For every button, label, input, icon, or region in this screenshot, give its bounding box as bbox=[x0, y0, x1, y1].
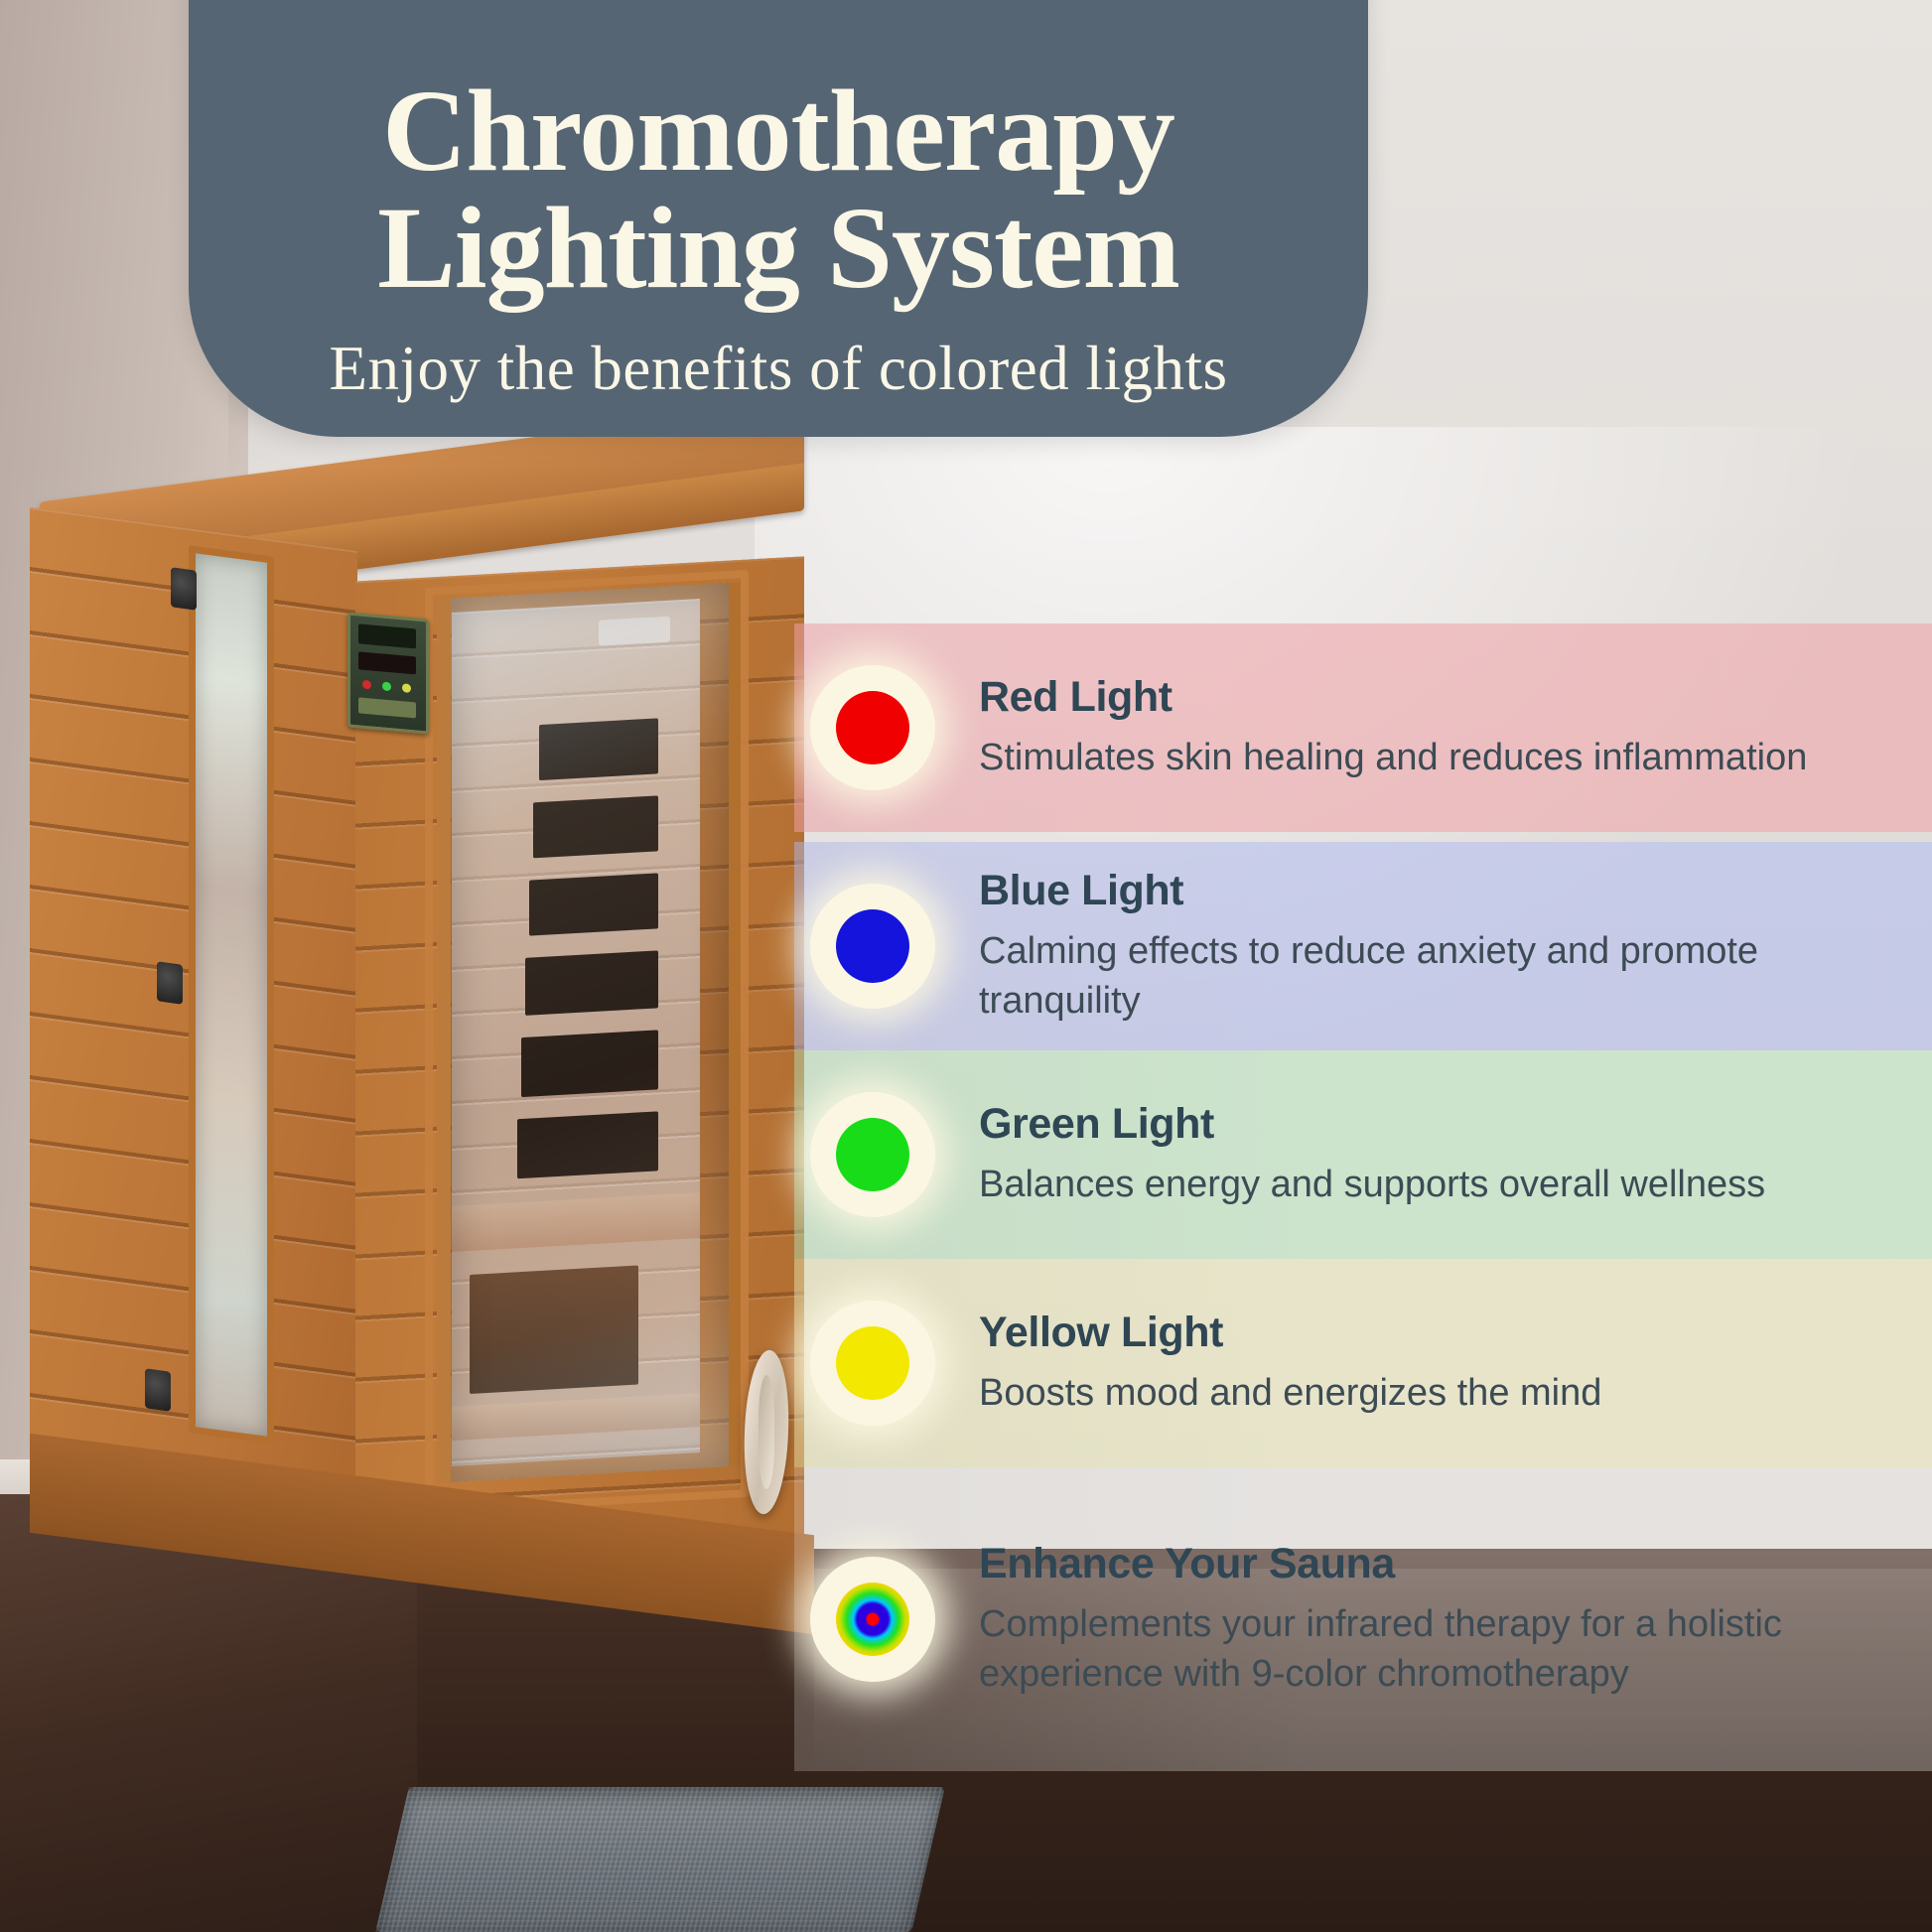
benefit-card-red: Red Light Stimulates skin healing and red… bbox=[794, 623, 1932, 832]
benefit-description-red: Stimulates skin healing and reduces infl… bbox=[979, 736, 1808, 778]
page-title: Chromotherapy Lighting System bbox=[377, 65, 1180, 313]
benefit-title-yellow: Yellow Light bbox=[979, 1308, 1224, 1356]
benefit-card-enhance: Enhance Your Sauna Complements your infra… bbox=[794, 1467, 1932, 1771]
benefit-description-enhance: Complements your infrared therapy for a … bbox=[979, 1603, 1782, 1695]
benefit-text-enhance: Enhance Your Sauna Complements your infra… bbox=[979, 1540, 1932, 1699]
benefit-description-yellow: Boosts mood and energizes the mind bbox=[979, 1371, 1602, 1414]
control-indicator-yellow-icon bbox=[402, 683, 411, 694]
benefit-title-red: Red Light bbox=[979, 672, 1173, 721]
benefit-title-enhance: Enhance Your Sauna bbox=[979, 1540, 1395, 1588]
benefit-description-green: Balances energy and supports overall wel… bbox=[979, 1163, 1766, 1205]
benefit-bullet-green bbox=[810, 1092, 935, 1217]
control-display-lower bbox=[358, 651, 416, 675]
benefit-card-blue: Blue Light Calming effects to reduce anxi… bbox=[794, 842, 1932, 1050]
benefit-bullet-yellow bbox=[810, 1301, 935, 1426]
page-title-line-1: Chromotherapy bbox=[382, 65, 1175, 196]
benefit-title-blue: Blue Light bbox=[979, 867, 1184, 915]
control-button-row[interactable] bbox=[358, 697, 416, 719]
cabin-side-window bbox=[189, 545, 274, 1445]
blue-light-dot-icon bbox=[836, 909, 909, 983]
floor-mat bbox=[375, 1787, 945, 1932]
multicolor-chromotherapy-dot-icon bbox=[836, 1583, 909, 1656]
page-subtitle: Enjoy the benefits of colored lights bbox=[329, 333, 1228, 403]
benefit-bullet-red bbox=[810, 665, 935, 790]
cabin-door-frame bbox=[425, 569, 749, 1516]
sauna-door-handle-inner bbox=[759, 1374, 774, 1490]
control-display-upper bbox=[358, 623, 416, 649]
benefit-text-red: Red Light Stimulates skin healing and red… bbox=[979, 673, 1932, 782]
sauna-cabin bbox=[30, 401, 824, 1635]
benefit-bullet-blue bbox=[810, 884, 935, 1009]
benefit-text-yellow: Yellow Light Boosts mood and energizes th… bbox=[979, 1309, 1932, 1418]
yellow-light-dot-icon bbox=[836, 1326, 909, 1400]
control-indicator-green-icon bbox=[382, 681, 391, 692]
red-light-dot-icon bbox=[836, 691, 909, 764]
green-light-dot-icon bbox=[836, 1118, 909, 1191]
control-indicator-red-icon bbox=[362, 679, 371, 690]
benefit-bullet-enhance bbox=[810, 1557, 935, 1682]
benefit-description-blue: Calming effects to reduce anxiety and pr… bbox=[979, 930, 1759, 1022]
page-title-line-2: Lighting System bbox=[377, 182, 1180, 313]
floor-reflection bbox=[814, 1569, 1932, 1767]
benefit-text-blue: Blue Light Calming effects to reduce anxi… bbox=[979, 867, 1932, 1026]
benefit-text-green: Green Light Balances energy and supports … bbox=[979, 1100, 1932, 1209]
cabin-hinge-icon bbox=[171, 567, 197, 611]
header-banner: Chromotherapy Lighting System Enjoy the … bbox=[189, 0, 1368, 437]
benefit-card-green: Green Light Balances energy and supports … bbox=[794, 1050, 1932, 1259]
sauna-control-panel[interactable] bbox=[347, 612, 429, 735]
cabin-hinge-icon bbox=[157, 961, 183, 1005]
benefit-title-green: Green Light bbox=[979, 1099, 1214, 1148]
benefit-card-yellow: Yellow Light Boosts mood and energizes th… bbox=[794, 1259, 1932, 1467]
floor-mat-texture bbox=[375, 1787, 945, 1932]
cabin-hinge-icon bbox=[145, 1368, 171, 1412]
